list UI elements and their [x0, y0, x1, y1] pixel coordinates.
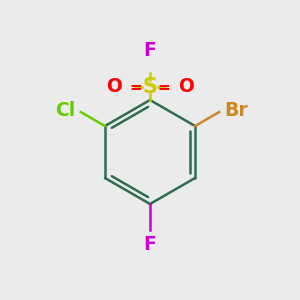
Text: =: = — [157, 80, 170, 94]
Text: S: S — [142, 77, 158, 97]
Text: Cl: Cl — [56, 101, 76, 121]
Text: O: O — [106, 77, 122, 97]
Text: Br: Br — [224, 101, 248, 121]
Text: F: F — [144, 41, 156, 60]
Text: =: = — [129, 80, 142, 94]
Text: O: O — [178, 77, 194, 97]
Text: F: F — [144, 235, 156, 254]
